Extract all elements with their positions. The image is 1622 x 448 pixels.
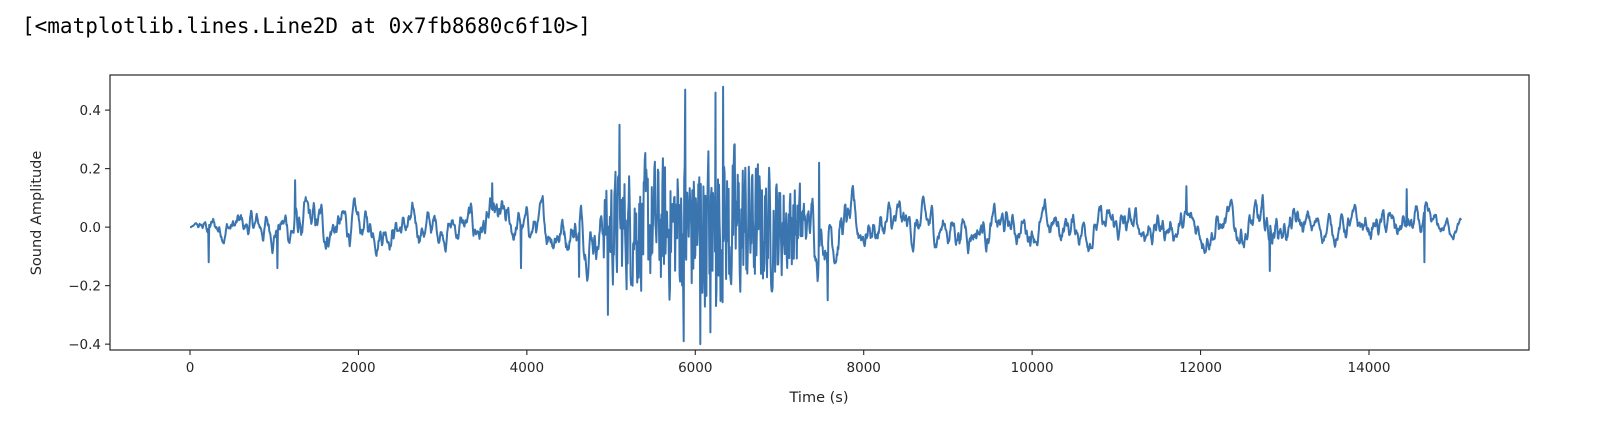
x-tick-label: 2000 bbox=[341, 360, 375, 376]
x-tick-label: 10000 bbox=[1011, 360, 1054, 376]
x-tick-label: 12000 bbox=[1179, 360, 1222, 376]
x-tick-label: 14000 bbox=[1348, 360, 1391, 376]
series-line bbox=[189, 85, 1463, 346]
y-tick-label: 0.0 bbox=[80, 220, 101, 236]
x-tick-label: 0 bbox=[186, 360, 195, 376]
cell-output-repr: [<matplotlib.lines.Line2D at 0x7fb8680c6… bbox=[22, 14, 591, 38]
y-tick-label: 0.4 bbox=[80, 103, 101, 119]
plot-area bbox=[189, 85, 1463, 346]
y-tick-label: −0.4 bbox=[68, 337, 101, 353]
x-axis: 0 2000 4000 6000 8000 10000 12000 14000 bbox=[186, 350, 1391, 376]
y-axis: 0.4 0.2 0.0 −0.2 −0.4 bbox=[68, 103, 110, 353]
x-axis-label: Time (s) bbox=[789, 390, 849, 406]
line-chart: 0 2000 4000 6000 8000 10000 12000 14000 0.40.20… bbox=[29, 74, 1530, 406]
y-tick-label: −0.2 bbox=[68, 279, 101, 295]
y-tick-label: 0.2 bbox=[80, 162, 101, 178]
x-tick-label: 8000 bbox=[847, 360, 881, 376]
y-axis-label: Sound Amplitude bbox=[29, 151, 45, 276]
axes-frame bbox=[109, 74, 1530, 351]
x-tick-label: 4000 bbox=[510, 360, 544, 376]
x-tick-label: 6000 bbox=[678, 360, 712, 376]
